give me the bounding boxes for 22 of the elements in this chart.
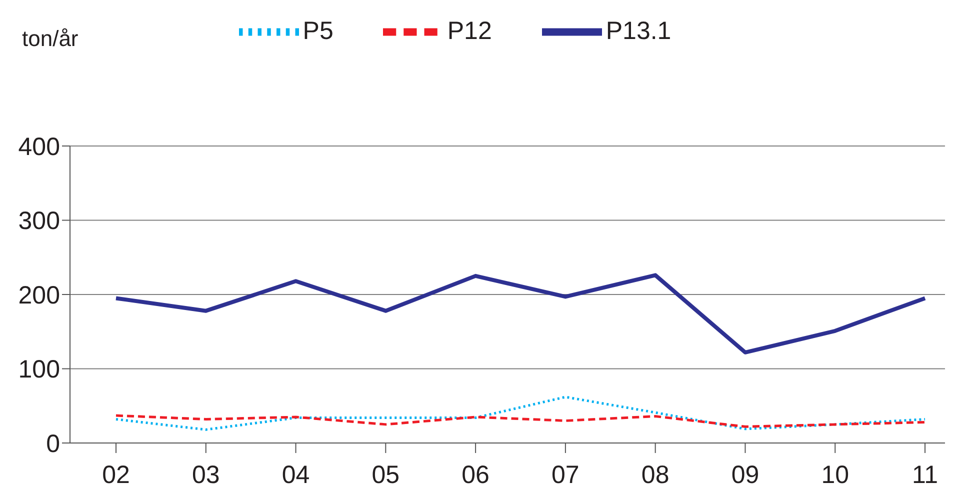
x-tick-label: 02 xyxy=(102,460,130,489)
x-tick-label: 04 xyxy=(282,460,310,489)
x-tick-label: 06 xyxy=(462,460,490,489)
legend-label: P13.1 xyxy=(606,16,672,45)
legend-label: P5 xyxy=(302,16,334,45)
x-tick-label: 05 xyxy=(372,460,400,489)
x-tick-label: 09 xyxy=(731,460,760,489)
y-tick-label: 300 xyxy=(18,207,60,236)
x-tick-label: 03 xyxy=(192,460,220,489)
y-tick-label: 100 xyxy=(18,356,60,384)
line-series xyxy=(114,273,927,354)
y-tick-label: 400 xyxy=(18,132,60,161)
line-series xyxy=(114,396,926,431)
x-tick-label: 11 xyxy=(912,460,938,489)
legend-label: P12 xyxy=(447,16,492,45)
y-tick-label: 0 xyxy=(46,430,60,458)
y-axis-title: ton/år xyxy=(22,26,78,52)
x-tick-label: 10 xyxy=(821,460,850,489)
x-tick-label: 07 xyxy=(552,460,580,489)
line-series xyxy=(114,414,926,428)
y-tick-label: 200 xyxy=(18,281,60,310)
x-tick-label: 08 xyxy=(641,460,670,489)
